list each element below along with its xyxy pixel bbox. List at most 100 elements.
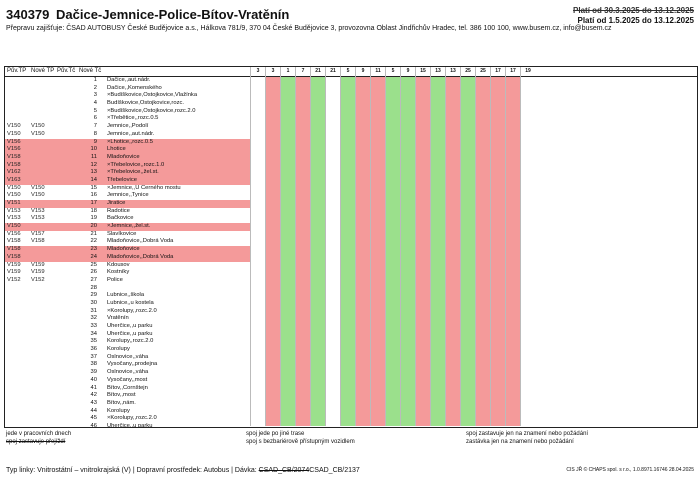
stop-name: Vysočany,,most	[107, 376, 148, 383]
stop-tp: V158	[7, 161, 21, 168]
trip-column: 17	[505, 67, 520, 426]
trip-cells	[476, 77, 490, 426]
trip-cells	[371, 77, 385, 426]
stop-row: V152 V152 27 Police	[5, 277, 250, 285]
stop-row: 29 Lubnice,,škola	[5, 292, 250, 300]
legend: jede v pracovních dnech spoj zastavuje p…	[6, 430, 694, 460]
trip-number: 5	[386, 67, 400, 77]
stop-tp: V150	[7, 192, 21, 199]
stop-ntp: V150	[31, 184, 45, 191]
trip-cells	[521, 77, 535, 426]
stop-name: Třebelovice	[107, 176, 137, 183]
stop-name: Korolupy	[107, 346, 130, 353]
timetable: Pův.TP Nové TP Pův.Tč Nové Tč 1 Dačice,,a…	[4, 66, 698, 428]
stop-km: 27	[90, 276, 97, 283]
stop-row: V150 20 ×Jemnice,,žel.st.	[5, 223, 250, 231]
stop-name: Oslnovice,,váha	[107, 369, 149, 376]
trip-column: 21	[310, 67, 325, 426]
stop-tp: V153	[7, 215, 21, 222]
validity-new: Platí od 1.5.2025 do 13.12.2025	[577, 16, 694, 25]
stop-name: Bítov,,nám.	[107, 399, 136, 406]
stop-name: Jemnice,,Podolí	[107, 123, 149, 130]
trip-column: 13	[445, 67, 460, 426]
stop-km: 19	[90, 215, 97, 222]
trip-grid: 3 3 1 7 21 21 5 9 11 5 9 15 13 13 25 25 17 17 19	[250, 67, 697, 426]
line-number: 340379	[6, 7, 50, 22]
legend-other-route: spoj jede po jiné trase	[246, 431, 305, 437]
stop-ntp: V150	[31, 130, 45, 137]
header: 340379 Dačice-Jemnice-Police-Bítov-Vratě…	[6, 4, 694, 64]
stop-km: 9	[93, 138, 97, 145]
trip-number: 25	[461, 67, 475, 77]
stop-name: Vratěnín	[107, 315, 129, 322]
trip-column: 25	[460, 67, 475, 426]
stop-row: V158 V158 22 Mladoňovice,,Dobrá Voda	[5, 238, 250, 246]
validity: Platí od 30.3.2025 do 13.12.2025 Platí o…	[573, 6, 694, 26]
stop-tp: V150	[7, 123, 21, 130]
col-tp: Pův.TP	[7, 68, 27, 74]
stop-ntp: V159	[31, 269, 45, 276]
stop-name: Oslnovice,,váha	[107, 353, 149, 360]
stop-row: 30 Lubnice,,u kostela	[5, 300, 250, 308]
validity-old: Platí od 30.3.2025 do 13.12.2025	[573, 6, 694, 15]
stop-km: 21	[90, 230, 97, 237]
stop-row: V153 V153 18 Radotice	[5, 208, 250, 216]
trip-column: 7	[295, 67, 310, 426]
stop-tp: V159	[7, 261, 21, 268]
stop-row: 33 Uherčice,,u parku	[5, 323, 250, 331]
stop-ntp: V157	[31, 230, 45, 237]
stop-row: V158 24 Mladoňovice,,Dobrá Voda	[5, 253, 250, 262]
stop-km: 35	[90, 338, 97, 345]
stop-tp: V156	[7, 230, 21, 237]
stop-row: V156 9 ×Lhotice,,rozc.0.5	[5, 138, 250, 147]
stop-km: 1	[93, 77, 97, 83]
trip-column: 9	[355, 67, 370, 426]
legend-workdays: jede v pracovních dnech	[6, 431, 72, 437]
stop-row: 35 Korolupy,,rozc.2.0	[5, 338, 250, 346]
footer: Typ linky: Vnitrostátní – vnitrokrajská …	[6, 467, 694, 474]
stop-name: Radotice	[107, 207, 130, 214]
trip-column: 19	[520, 67, 535, 426]
trip-number: 17	[491, 67, 505, 77]
stop-name: ×Třebětice,,rozc.0.5	[107, 115, 159, 122]
stop-row: 1 Dačice,,aut.nádr.	[5, 77, 250, 85]
stop-name: Police	[107, 276, 123, 283]
stop-row: V163 14 Třebelovice	[5, 176, 250, 185]
stop-name: Mladoňovice	[107, 246, 140, 253]
stop-row: 6 ×Třebětice,,rozc.0.5	[5, 115, 250, 123]
stop-tp: V159	[7, 269, 21, 276]
stop-row: 5 ×Budíškovice,Ostojkovice,rozc.2.0	[5, 108, 250, 116]
stop-name: Uherčice,,u parku	[107, 330, 153, 337]
stop-ntp: V150	[31, 192, 45, 199]
stop-tp: V158	[7, 253, 21, 260]
stop-km: 44	[90, 407, 97, 414]
stop-row: 32 Vratěnín	[5, 315, 250, 323]
stop-name: Lhotice	[107, 146, 126, 153]
stop-name: Bačkovice	[107, 215, 134, 222]
stop-row: V156 V157 21 Slavíkovice	[5, 231, 250, 239]
stop-tp: V158	[7, 153, 21, 160]
footer-copyright: CIS JŘ © CHAPS spol. s r.o., 1.0.8971.16…	[566, 467, 694, 473]
trip-number: 19	[521, 67, 535, 77]
stop-row: V150 V150 7 Jemnice,,Podolí	[5, 123, 250, 131]
stop-ntp: V153	[31, 207, 45, 214]
trip-cells	[281, 77, 295, 426]
stop-km: 36	[90, 346, 97, 353]
stop-km: 7	[93, 123, 97, 130]
stop-name: Budíškovice,Ostojkovice,rozc.	[107, 100, 184, 107]
trip-number: 11	[371, 67, 385, 77]
stop-row: 46 Uherčice,,u parku	[5, 423, 250, 427]
trip-column: 13	[430, 67, 445, 426]
trip-cells	[356, 77, 370, 426]
stop-km: 33	[90, 323, 97, 329]
trip-column: 21	[325, 67, 340, 426]
stop-km: 20	[90, 223, 97, 230]
stop-row: V150 V150 8 Jemnice,,aut.nádr.	[5, 131, 250, 139]
stop-name: Mladoňovice	[107, 153, 140, 160]
stop-row: 36 Korolupy	[5, 346, 250, 354]
stop-km: 29	[90, 292, 97, 299]
stop-tp: V150	[7, 223, 21, 230]
stop-name: ×Jemnice,,žel.st.	[107, 223, 151, 230]
stop-km: 10	[90, 146, 97, 153]
stop-name: Vysočany,,prodejna	[107, 361, 158, 368]
